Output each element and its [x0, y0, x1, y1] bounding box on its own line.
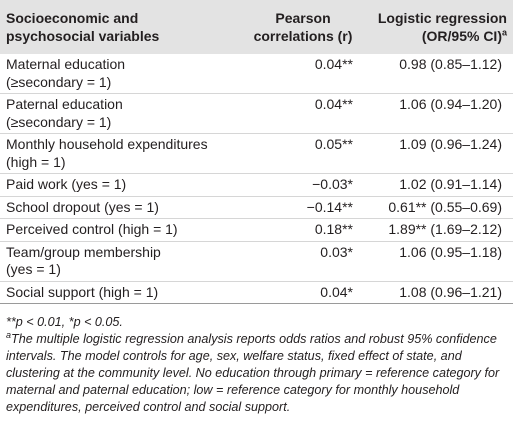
header-line: (OR/95% CI) [421, 28, 502, 44]
table-row: Paid work (yes = 1) −0.03* 1.02 (0.91–1.14… [0, 173, 513, 197]
header-row: Socioeconomic and psychosocial variables P… [0, 0, 513, 54]
column-header: Logistic regression (OR/95% CI)a [369, 0, 513, 54]
correlation-cell: −0.03* [237, 173, 369, 197]
variable-line: (≥secondary = 1) [6, 113, 112, 130]
regression-cell: 1.06 (0.94–1.20) [369, 93, 513, 134]
footnote-mark: a [501, 27, 507, 38]
column-header: Socioeconomic and psychosocial variables [0, 0, 237, 54]
footnote-text: **p < 0.01, *p < 0.05. [6, 315, 123, 329]
header-line: Socioeconomic and [6, 10, 139, 26]
footnote: aThe multiple logistic regression analys… [6, 329, 505, 416]
header-line: correlations (r) [253, 28, 353, 44]
header-line: Logistic regression [377, 10, 507, 26]
regression-cell: 0.98 (0.85–1.12) [369, 54, 513, 94]
table-row: Perceived control (high = 1) 0.18** 1.89**… [0, 218, 513, 242]
table-row: School dropout (yes = 1) −0.14** 0.61** (0… [0, 196, 513, 219]
variable-line: (≥secondary = 1) [6, 73, 112, 90]
variable-cell: Paid work (yes = 1) [0, 173, 237, 197]
footnotes: **p < 0.01, *p < 0.05. aThe multiple logi… [0, 304, 513, 416]
correlation-cell: 0.04* [237, 281, 369, 304]
regression-cell: 0.61** (0.55–0.69) [369, 196, 513, 219]
table-row: Paternal education (≥secondary = 1) 0.04**… [0, 93, 513, 134]
variable-cell: Team/group membership (yes = 1) [0, 241, 237, 282]
table-header: Socioeconomic and psychosocial variables P… [0, 0, 513, 54]
table-body: Maternal education (≥secondary = 1) 0.04**… [0, 54, 513, 304]
variable-line: Paternal education [6, 96, 123, 112]
footnote-mark: a [6, 329, 12, 340]
variable-line: School dropout (yes = 1) [6, 198, 159, 215]
correlation-cell: 0.04** [237, 93, 369, 134]
footnote: **p < 0.01, *p < 0.05. [6, 314, 505, 331]
regression-cell: 1.89** (1.69–2.12) [369, 218, 513, 242]
table-row: Team/group membership (yes = 1) 0.03* 1.06 … [0, 241, 513, 282]
column-header: Pearson correlations (r) [237, 0, 369, 54]
header-line: Pearson [275, 10, 331, 26]
variable-line: Maternal education [6, 56, 126, 72]
variable-cell: Paternal education (≥secondary = 1) [0, 93, 237, 134]
variable-line: (high = 1) [6, 153, 66, 170]
footnote-text: The multiple logistic regression analysi… [6, 332, 500, 414]
data-table: Socioeconomic and psychosocial variables P… [0, 0, 513, 304]
correlation-cell: 0.04** [237, 54, 369, 94]
header-line: psychosocial variables [6, 28, 160, 44]
variable-line: (yes = 1) [6, 261, 61, 277]
variable-cell: Monthly household expenditures (high = 1) [0, 133, 237, 174]
table-row: Social support (high = 1) 0.04* 1.08 (0.96… [0, 281, 513, 304]
regression-cell: 1.02 (0.91–1.14) [369, 173, 513, 197]
variable-cell: Perceived control (high = 1) [0, 218, 237, 242]
variable-cell: Social support (high = 1) [0, 281, 237, 304]
correlation-cell: −0.14** [237, 196, 369, 219]
regression-cell: 1.06 (0.95–1.18) [369, 241, 513, 282]
regression-cell: 1.08 (0.96–1.21) [369, 281, 513, 304]
variable-line: Monthly household expenditures [6, 136, 208, 152]
variable-line: Paid work (yes = 1) [6, 176, 127, 192]
table-row: Maternal education (≥secondary = 1) 0.04**… [0, 54, 513, 94]
table-row: Monthly household expenditures (high = 1)… [0, 133, 513, 174]
variable-cell: School dropout (yes = 1) [0, 196, 237, 219]
correlation-cell: 0.05** [237, 133, 369, 174]
correlation-cell: 0.18** [237, 218, 369, 242]
regression-cell: 1.09 (0.96–1.24) [369, 133, 513, 174]
variable-line: Team/group membership [6, 243, 161, 260]
variable-line: Perceived control (high = 1) [6, 221, 178, 237]
correlation-cell: 0.03* [237, 241, 369, 282]
variable-cell: Maternal education (≥secondary = 1) [0, 54, 237, 94]
variable-line: Social support (high = 1) [6, 283, 159, 300]
